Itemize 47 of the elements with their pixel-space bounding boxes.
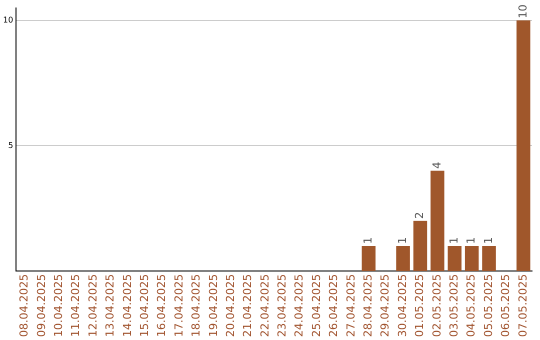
data-label: 2 [413, 212, 426, 219]
x-tick-label: 30.04.2025 [396, 274, 409, 338]
data-label: 1 [464, 236, 478, 244]
x-tick-label: 22.04.2025 [258, 274, 272, 338]
bar [464, 246, 479, 272]
x-tick-label: 28.04.2025 [362, 274, 375, 338]
x-tick-label: 16.04.2025 [155, 274, 168, 338]
data-label: 1 [396, 236, 409, 244]
x-tick-label: 13.04.2025 [104, 274, 117, 338]
bar [448, 246, 462, 272]
x-tick-label: 10.04.2025 [52, 274, 66, 338]
x-tick-label: 26.04.2025 [327, 274, 340, 338]
x-tick-label: 07.05.2025 [516, 274, 530, 338]
x-tick-label: 02.05.2025 [430, 274, 444, 338]
x-tick-label: 04.05.2025 [464, 274, 478, 338]
data-label: 1 [362, 236, 375, 244]
x-tick-label: 06.05.2025 [499, 274, 512, 338]
x-tick-label: 27.04.2025 [344, 274, 358, 338]
x-tick-label: 03.05.2025 [447, 274, 460, 338]
bar [413, 220, 428, 272]
x-tick-label: 25.04.2025 [310, 274, 323, 338]
bar [516, 20, 530, 272]
y-tick-label: 5 [8, 140, 14, 150]
x-tick-label: 05.05.2025 [482, 274, 495, 338]
x-tick-label: 08.04.2025 [18, 274, 31, 338]
x-tick-label: 19.04.2025 [206, 274, 220, 338]
x-tick-label: 29.04.2025 [378, 274, 392, 338]
x-tick-label: 21.04.2025 [241, 274, 254, 338]
data-label: 10 [516, 4, 530, 18]
x-tick-label: 20.04.2025 [224, 274, 237, 338]
x-tick-label: 24.04.2025 [292, 274, 306, 338]
x-tick-label: 01.05.2025 [413, 274, 426, 338]
data-label: 4 [430, 162, 444, 169]
x-tick-label: 09.04.2025 [34, 274, 48, 338]
x-tick-label: 11.04.2025 [69, 274, 82, 338]
data-label: 1 [447, 236, 460, 244]
x-tick-label: 23.04.2025 [276, 274, 289, 338]
x-tick-label: 14.04.2025 [120, 274, 134, 338]
bar [430, 170, 444, 272]
x-tick-label: 17.04.2025 [172, 274, 186, 338]
data-label: 1 [482, 236, 495, 244]
bar [482, 246, 496, 272]
x-tick-label: 12.04.2025 [86, 274, 100, 338]
bar [396, 246, 410, 272]
x-tick-label: 18.04.2025 [190, 274, 203, 338]
x-tick-label: 15.04.2025 [138, 274, 151, 338]
bar [362, 246, 376, 272]
